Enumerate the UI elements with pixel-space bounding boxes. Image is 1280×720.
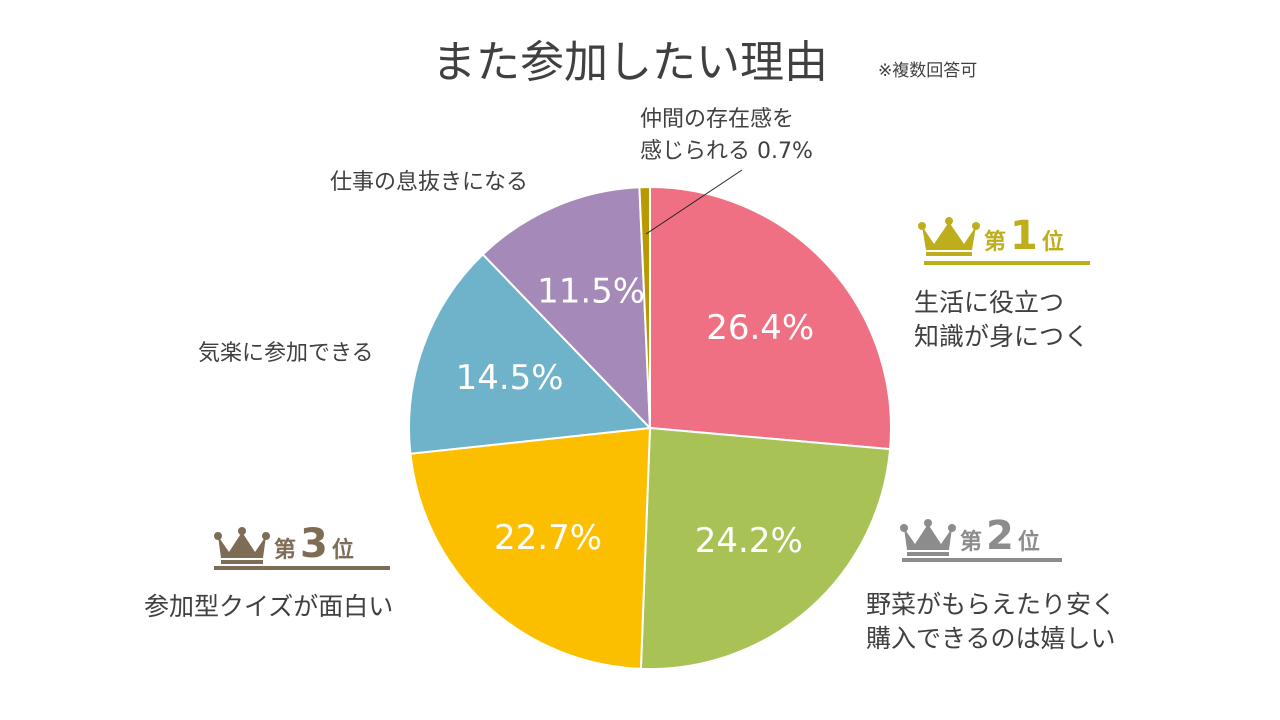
pie-slice bbox=[639, 426, 892, 670]
pie-slice bbox=[481, 186, 652, 431]
pie-slice bbox=[638, 185, 651, 429]
crown-icon bbox=[918, 217, 980, 256]
pie-slice bbox=[409, 426, 652, 670]
category-label-1: 生活に役立つ 知識が身につく bbox=[914, 288, 1090, 351]
slice-value-label: 11.5% bbox=[537, 272, 645, 312]
rank-underline-2 bbox=[902, 558, 1062, 562]
category-label-5: 仕事の息抜きになる bbox=[330, 170, 529, 195]
category-label-3: 参加型クイズが面白い bbox=[144, 592, 394, 621]
category-label-4: 気楽に参加できる bbox=[198, 341, 374, 366]
crown-icon bbox=[214, 527, 270, 564]
crown-icon bbox=[900, 519, 956, 556]
slice-value-label: 14.5% bbox=[456, 358, 564, 398]
chart-title: また参加したい理由 bbox=[432, 37, 828, 88]
slice-value-label: 26.4% bbox=[706, 308, 814, 348]
rank-underline-1 bbox=[924, 261, 1090, 265]
rank-underline-3 bbox=[214, 566, 390, 570]
chart-note: ※複数回答可 bbox=[878, 61, 978, 81]
category-label-2: 野菜がもらえたり安く 購入できるのは嬉しい bbox=[866, 590, 1117, 653]
pie-slice bbox=[408, 252, 653, 455]
category-label-6: 仲間の存在感を 感じられる 0.7% bbox=[640, 107, 813, 164]
slice-value-label: 24.2% bbox=[695, 521, 803, 561]
pie-slice bbox=[649, 185, 892, 451]
leader-line bbox=[645, 169, 743, 235]
slice-value-label: 22.7% bbox=[494, 518, 602, 558]
